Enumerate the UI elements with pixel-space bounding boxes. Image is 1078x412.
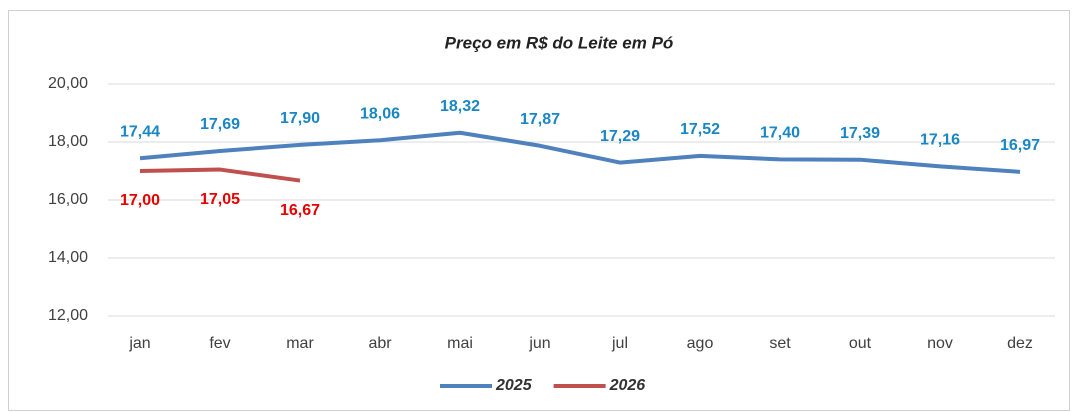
legend-label: 2026 — [609, 377, 646, 394]
data-label: 18,06 — [360, 105, 400, 122]
x-tick-label: abr — [368, 335, 392, 352]
y-tick-label: 16,00 — [48, 191, 88, 208]
series-line — [139, 130, 1021, 174]
chart-border — [8, 10, 1070, 411]
data-label: 16,67 — [280, 202, 320, 219]
x-tick-label: ago — [687, 335, 714, 352]
y-tick-label: 14,00 — [48, 249, 88, 266]
data-label: 17,44 — [120, 123, 160, 140]
data-label: 17,87 — [520, 111, 560, 128]
data-label: 17,16 — [920, 132, 960, 149]
y-tick-label: 18,00 — [48, 133, 88, 150]
x-tick-label: jun — [528, 335, 550, 352]
data-label: 16,97 — [1000, 137, 1040, 154]
data-label: 17,90 — [280, 110, 320, 127]
data-label: 17,52 — [680, 121, 720, 138]
x-tick-label: jan — [128, 335, 150, 352]
x-tick-label: mar — [286, 335, 314, 352]
data-label: 18,32 — [440, 98, 480, 115]
data-label: 17,00 — [120, 192, 160, 209]
data-label: 17,40 — [760, 125, 800, 142]
x-tick-label: nov — [927, 335, 953, 352]
x-tick-label: out — [849, 335, 872, 352]
x-tick-label: mai — [447, 335, 473, 352]
x-tick-label: dez — [1007, 335, 1033, 352]
data-label: 17,29 — [600, 128, 640, 145]
x-tick-label: set — [769, 335, 791, 352]
data-label: 17,69 — [200, 116, 240, 133]
y-tick-label: 12,00 — [48, 307, 88, 324]
series-line — [139, 167, 301, 183]
x-tick-label: jul — [611, 335, 628, 352]
data-label: 17,05 — [200, 191, 240, 208]
legend-label: 2025 — [495, 377, 533, 394]
x-tick-label: fev — [209, 335, 230, 352]
data-label: 17,39 — [840, 125, 880, 142]
chart-title: Preço em R$ do Leite em Pó — [445, 33, 674, 52]
y-tick-label: 20,00 — [48, 75, 88, 92]
